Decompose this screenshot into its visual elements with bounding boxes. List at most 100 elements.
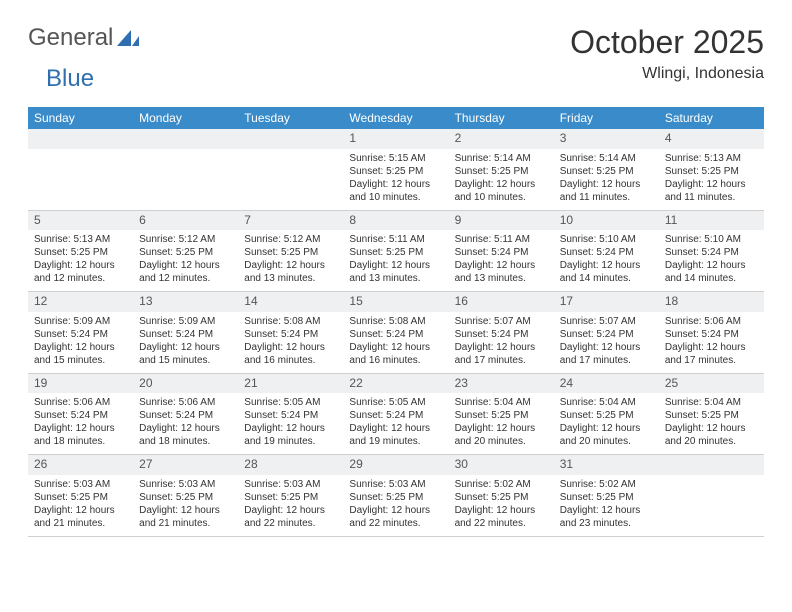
- daylight-text: Daylight: 12 hours and 11 minutes.: [665, 178, 758, 204]
- calendar-cell: 19Sunrise: 5:06 AMSunset: 5:24 PMDayligh…: [28, 373, 133, 455]
- day-body: Sunrise: 5:03 AMSunset: 5:25 PMDaylight:…: [133, 475, 238, 536]
- sunrise-text: Sunrise: 5:05 AM: [349, 396, 442, 409]
- day-number: 17: [554, 292, 659, 312]
- day-body: [133, 149, 238, 207]
- day-number: 31: [554, 455, 659, 475]
- sunrise-text: Sunrise: 5:03 AM: [139, 478, 232, 491]
- calendar-cell: 7Sunrise: 5:12 AMSunset: 5:25 PMDaylight…: [238, 210, 343, 292]
- sunrise-text: Sunrise: 5:03 AM: [244, 478, 337, 491]
- calendar-cell: 28Sunrise: 5:03 AMSunset: 5:25 PMDayligh…: [238, 455, 343, 537]
- daylight-text: Daylight: 12 hours and 10 minutes.: [455, 178, 548, 204]
- sunset-text: Sunset: 5:25 PM: [665, 409, 758, 422]
- daylight-text: Daylight: 12 hours and 19 minutes.: [244, 422, 337, 448]
- day-body: Sunrise: 5:12 AMSunset: 5:25 PMDaylight:…: [133, 230, 238, 291]
- day-header-row: SundayMondayTuesdayWednesdayThursdayFrid…: [28, 107, 764, 129]
- day-number: 12: [28, 292, 133, 312]
- sunrise-text: Sunrise: 5:13 AM: [34, 233, 127, 246]
- calendar-cell: 10Sunrise: 5:10 AMSunset: 5:24 PMDayligh…: [554, 210, 659, 292]
- day-number: 15: [343, 292, 448, 312]
- sunset-text: Sunset: 5:25 PM: [244, 491, 337, 504]
- calendar-week: 12Sunrise: 5:09 AMSunset: 5:24 PMDayligh…: [28, 292, 764, 374]
- calendar-cell: 5Sunrise: 5:13 AMSunset: 5:25 PMDaylight…: [28, 210, 133, 292]
- day-number: 28: [238, 455, 343, 475]
- calendar-cell: 23Sunrise: 5:04 AMSunset: 5:25 PMDayligh…: [449, 373, 554, 455]
- day-number: 29: [343, 455, 448, 475]
- day-body: Sunrise: 5:09 AMSunset: 5:24 PMDaylight:…: [28, 312, 133, 373]
- day-body: Sunrise: 5:05 AMSunset: 5:24 PMDaylight:…: [343, 393, 448, 454]
- daylight-text: Daylight: 12 hours and 14 minutes.: [665, 259, 758, 285]
- daylight-text: Daylight: 12 hours and 17 minutes.: [665, 341, 758, 367]
- sunset-text: Sunset: 5:25 PM: [34, 246, 127, 259]
- day-number: [238, 129, 343, 149]
- day-header: Wednesday: [343, 107, 448, 129]
- calendar-cell: 16Sunrise: 5:07 AMSunset: 5:24 PMDayligh…: [449, 292, 554, 374]
- month-title: October 2025: [570, 24, 764, 61]
- day-number: 22: [343, 374, 448, 394]
- sunrise-text: Sunrise: 5:03 AM: [34, 478, 127, 491]
- sunset-text: Sunset: 5:25 PM: [665, 165, 758, 178]
- day-number: 30: [449, 455, 554, 475]
- day-number: [28, 129, 133, 149]
- sunset-text: Sunset: 5:25 PM: [244, 246, 337, 259]
- day-number: 13: [133, 292, 238, 312]
- sunrise-text: Sunrise: 5:15 AM: [349, 152, 442, 165]
- sunset-text: Sunset: 5:25 PM: [560, 409, 653, 422]
- calendar-cell: [133, 129, 238, 210]
- daylight-text: Daylight: 12 hours and 21 minutes.: [34, 504, 127, 530]
- sunset-text: Sunset: 5:24 PM: [139, 409, 232, 422]
- daylight-text: Daylight: 12 hours and 12 minutes.: [139, 259, 232, 285]
- sunset-text: Sunset: 5:24 PM: [665, 246, 758, 259]
- sunset-text: Sunset: 5:24 PM: [349, 409, 442, 422]
- day-body: Sunrise: 5:06 AMSunset: 5:24 PMDaylight:…: [133, 393, 238, 454]
- day-body: Sunrise: 5:03 AMSunset: 5:25 PMDaylight:…: [238, 475, 343, 536]
- day-number: 9: [449, 211, 554, 231]
- day-number: [659, 455, 764, 475]
- day-number: 5: [28, 211, 133, 231]
- sunrise-text: Sunrise: 5:11 AM: [349, 233, 442, 246]
- sunset-text: Sunset: 5:25 PM: [349, 165, 442, 178]
- day-body: Sunrise: 5:07 AMSunset: 5:24 PMDaylight:…: [449, 312, 554, 373]
- calendar-cell: 3Sunrise: 5:14 AMSunset: 5:25 PMDaylight…: [554, 129, 659, 210]
- sunrise-text: Sunrise: 5:14 AM: [455, 152, 548, 165]
- day-number: 21: [238, 374, 343, 394]
- sunrise-text: Sunrise: 5:06 AM: [34, 396, 127, 409]
- calendar-cell: 31Sunrise: 5:02 AMSunset: 5:25 PMDayligh…: [554, 455, 659, 537]
- sunset-text: Sunset: 5:24 PM: [560, 246, 653, 259]
- sunrise-text: Sunrise: 5:02 AM: [560, 478, 653, 491]
- sunset-text: Sunset: 5:25 PM: [349, 246, 442, 259]
- sunrise-text: Sunrise: 5:09 AM: [34, 315, 127, 328]
- calendar-cell: 25Sunrise: 5:04 AMSunset: 5:25 PMDayligh…: [659, 373, 764, 455]
- sunrise-text: Sunrise: 5:12 AM: [244, 233, 337, 246]
- day-number: 11: [659, 211, 764, 231]
- calendar-cell: 1Sunrise: 5:15 AMSunset: 5:25 PMDaylight…: [343, 129, 448, 210]
- calendar-cell: 14Sunrise: 5:08 AMSunset: 5:24 PMDayligh…: [238, 292, 343, 374]
- calendar-cell: [28, 129, 133, 210]
- day-body: Sunrise: 5:12 AMSunset: 5:25 PMDaylight:…: [238, 230, 343, 291]
- day-body: Sunrise: 5:04 AMSunset: 5:25 PMDaylight:…: [554, 393, 659, 454]
- daylight-text: Daylight: 12 hours and 19 minutes.: [349, 422, 442, 448]
- day-number: 7: [238, 211, 343, 231]
- daylight-text: Daylight: 12 hours and 20 minutes.: [560, 422, 653, 448]
- sunrise-text: Sunrise: 5:04 AM: [560, 396, 653, 409]
- sunrise-text: Sunrise: 5:13 AM: [665, 152, 758, 165]
- day-number: 16: [449, 292, 554, 312]
- day-body: Sunrise: 5:06 AMSunset: 5:24 PMDaylight:…: [659, 312, 764, 373]
- calendar-body: 1Sunrise: 5:15 AMSunset: 5:25 PMDaylight…: [28, 129, 764, 536]
- calendar-cell: 13Sunrise: 5:09 AMSunset: 5:24 PMDayligh…: [133, 292, 238, 374]
- day-body: Sunrise: 5:03 AMSunset: 5:25 PMDaylight:…: [343, 475, 448, 536]
- day-number: 1: [343, 129, 448, 149]
- day-body: Sunrise: 5:10 AMSunset: 5:24 PMDaylight:…: [554, 230, 659, 291]
- sunrise-text: Sunrise: 5:06 AM: [665, 315, 758, 328]
- sunrise-text: Sunrise: 5:09 AM: [139, 315, 232, 328]
- daylight-text: Daylight: 12 hours and 17 minutes.: [455, 341, 548, 367]
- daylight-text: Daylight: 12 hours and 20 minutes.: [665, 422, 758, 448]
- sunrise-text: Sunrise: 5:10 AM: [560, 233, 653, 246]
- sunrise-text: Sunrise: 5:12 AM: [139, 233, 232, 246]
- day-body: Sunrise: 5:07 AMSunset: 5:24 PMDaylight:…: [554, 312, 659, 373]
- day-number: 23: [449, 374, 554, 394]
- sunset-text: Sunset: 5:24 PM: [244, 328, 337, 341]
- daylight-text: Daylight: 12 hours and 15 minutes.: [139, 341, 232, 367]
- day-number: 10: [554, 211, 659, 231]
- calendar-cell: 9Sunrise: 5:11 AMSunset: 5:24 PMDaylight…: [449, 210, 554, 292]
- calendar-week: 1Sunrise: 5:15 AMSunset: 5:25 PMDaylight…: [28, 129, 764, 210]
